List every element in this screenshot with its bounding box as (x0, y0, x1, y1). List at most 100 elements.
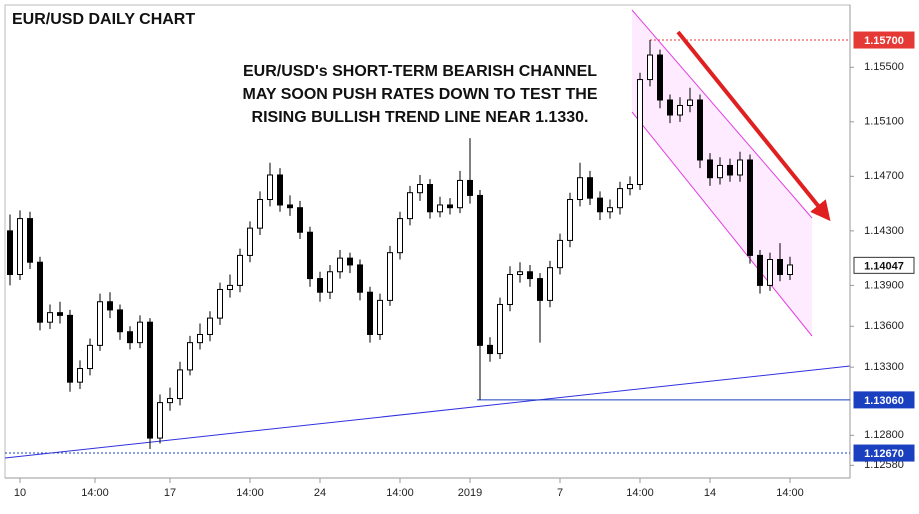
annotation: EUR/USD's SHORT-TERM BEARISH CHANNEL MAY … (243, 63, 598, 126)
candle-body (187, 342, 193, 371)
candle-body (217, 288, 223, 319)
y-tick-label: 1.12800 (864, 429, 904, 441)
y-tick-label: 1.13900 (864, 279, 904, 291)
candle-body (317, 278, 323, 293)
x-tick-label: 14:00 (626, 487, 654, 499)
candle-body (607, 207, 613, 213)
candle-body (707, 159, 713, 179)
candle-body (467, 179, 473, 196)
y-tick-label: 1.12580 (864, 459, 904, 471)
level-label-box (853, 444, 915, 462)
annotation-line: RISING BULLISH TREND LINE NEAR 1.1330. (252, 109, 589, 126)
channel-upper (631, 9, 813, 219)
candle-body (347, 257, 353, 266)
candle-body (177, 369, 183, 400)
x-tick-label: 14:00 (236, 487, 264, 499)
candle-body (567, 199, 573, 241)
candle-body (117, 309, 123, 333)
candle-body (547, 267, 553, 301)
candle-body (487, 344, 493, 355)
candle-body (277, 174, 283, 206)
candle-body (727, 164, 733, 176)
level-label: 1.14047 (864, 260, 904, 272)
candle-body (767, 258, 773, 286)
candle-body (757, 254, 763, 286)
x-tick-label: 17 (164, 487, 176, 499)
x-tick-label: 14:00 (81, 487, 109, 499)
candle-body (497, 303, 503, 355)
candle-body (197, 333, 203, 344)
candle-body (287, 204, 293, 209)
candle-body (677, 104, 683, 116)
candle-body (47, 312, 53, 323)
candle-body (327, 271, 333, 293)
x-tick-label: 10 (14, 487, 26, 499)
candle-body (657, 54, 663, 101)
candle-body (97, 301, 103, 346)
candle-body (537, 278, 543, 301)
candle-body (577, 177, 583, 201)
trend-line (4, 365, 851, 459)
candle-body (337, 257, 343, 273)
candle-body (407, 192, 413, 220)
annotation-line: MAY SOON PUSH RATES DOWN TO TEST THE (243, 86, 598, 103)
candle-body (397, 218, 403, 254)
candle-body (237, 254, 243, 286)
y-tick-label: 1.14700 (864, 170, 904, 182)
candle-body (77, 368, 83, 383)
candle-body (777, 258, 783, 275)
candle-body (737, 159, 743, 176)
candle-body (667, 99, 673, 116)
candle-body (247, 227, 253, 256)
bearish-arrow (676, 30, 831, 222)
candle-body (627, 184, 633, 190)
candle-body (457, 179, 463, 209)
x-tick-label: 14 (704, 487, 716, 499)
candle-body (477, 194, 483, 346)
candle-body (67, 314, 73, 383)
chart-title: EUR/USD DAILY CHART (12, 11, 195, 28)
candle-body (147, 321, 153, 439)
candle-body (387, 252, 393, 301)
level-label: 1.13060 (864, 395, 904, 407)
x-tick-label: 24 (314, 487, 326, 499)
candle-body (517, 271, 523, 275)
candle-body (357, 264, 363, 293)
candle-body (307, 231, 313, 280)
x-tick-label: 7 (557, 487, 563, 499)
x-tick-label: 14:00 (386, 487, 414, 499)
candle-body (697, 99, 703, 161)
candle-body (127, 331, 133, 344)
candle-body (227, 284, 233, 290)
x-tick-label: 2019 (458, 487, 482, 499)
candle-body (107, 301, 113, 311)
candle-body (17, 218, 23, 275)
candle-body (527, 271, 533, 280)
candle-body (747, 159, 753, 256)
level-label-box (853, 391, 915, 409)
candle-body (427, 184, 433, 213)
candle-body (157, 402, 163, 439)
candle-body (447, 204, 453, 209)
level-label-box (853, 256, 915, 274)
level-label: 1.15700 (864, 35, 904, 47)
candle-body (137, 321, 143, 344)
y-tick-label: 1.15100 (864, 116, 904, 128)
candle-body (557, 239, 563, 269)
y-tick-label: 1.13300 (864, 361, 904, 373)
channel-lower (631, 111, 813, 337)
candle-body (377, 299, 383, 335)
candle-body (637, 79, 643, 186)
y-tick-label: 1.14300 (864, 225, 904, 237)
candle-body (87, 344, 93, 370)
candle-body (687, 99, 693, 106)
x-tick-label: 14:00 (776, 487, 804, 499)
candle-body (507, 273, 513, 305)
candle-body (597, 197, 603, 213)
y-tick-label: 1.13600 (864, 320, 904, 332)
candle-body (27, 218, 33, 263)
candle-body (167, 398, 173, 404)
annotation-line: EUR/USD's SHORT-TERM BEARISH CHANNEL (243, 63, 597, 80)
candle-body (437, 204, 443, 213)
